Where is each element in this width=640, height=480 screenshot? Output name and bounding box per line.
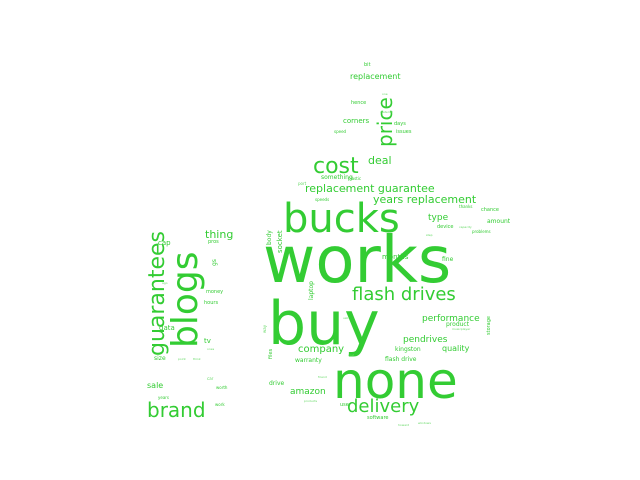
- cloud-word: storage: [486, 316, 492, 335]
- cloud-word: port: [298, 181, 307, 186]
- cloud-word: years replacement: [373, 193, 477, 206]
- cloud-word: quality: [442, 344, 470, 353]
- cloud-word: software: [367, 415, 388, 421]
- cloud-word: products: [304, 399, 318, 403]
- cloud-word: buy: [268, 289, 380, 359]
- cloud-word: gs: [211, 259, 218, 266]
- cloud-word: body: [266, 230, 273, 245]
- cloud-word: point: [178, 357, 186, 361]
- cloud-word: socket: [276, 230, 284, 253]
- cloud-word: think: [193, 357, 201, 361]
- cloud-word: bucks: [283, 196, 400, 242]
- cloud-word: price: [373, 97, 397, 147]
- cloud-word: cost: [313, 154, 359, 179]
- cloud-word: years: [158, 395, 169, 400]
- cloud-word: files: [268, 348, 274, 359]
- cloud-word: company: [298, 344, 344, 355]
- cloud-word: cap: [158, 239, 171, 247]
- cloud-word: replacement guarantee: [305, 182, 435, 195]
- cloud-word: windows: [418, 421, 431, 425]
- cloud-word: way: [262, 324, 267, 333]
- cloud-word: worth: [216, 385, 228, 390]
- cloud-word: delivery: [347, 396, 420, 417]
- cloud-word: blogs: [165, 252, 206, 349]
- cloud-word: flash drives: [352, 284, 456, 305]
- cloud-word: size: [154, 355, 166, 362]
- cloud-word: flash drive: [385, 356, 417, 363]
- cloud-word: material: [380, 110, 393, 114]
- cloud-word: case: [340, 187, 347, 191]
- cloud-word: hours: [204, 300, 218, 306]
- cloud-word: cost: [348, 353, 355, 357]
- cloud-word: ago: [162, 281, 168, 285]
- cloud-word: bit: [364, 62, 371, 68]
- cloud-word: days: [394, 121, 406, 127]
- cloud-word: type: [428, 213, 449, 223]
- cloud-word: pros: [208, 239, 219, 245]
- cloud-word: howard: [398, 423, 409, 427]
- cloud-word: amazon: [290, 387, 326, 397]
- cloud-word: thanks: [459, 204, 473, 209]
- cloud-word: capacity: [459, 225, 472, 229]
- cloud-word: problems: [472, 229, 491, 234]
- cloud-word: sale: [147, 381, 163, 390]
- cloud-word: device: [437, 224, 453, 230]
- cloud-word: kingston: [395, 346, 421, 353]
- cloud-word: deal: [368, 154, 392, 167]
- cloud-word: hence: [351, 100, 366, 106]
- cloud-word: work: [215, 402, 225, 407]
- cloud-word: replacement: [350, 72, 400, 81]
- cloud-word: corners: [343, 117, 370, 125]
- cloud-word: chance: [481, 207, 499, 213]
- cloud-word: speeds: [315, 197, 329, 202]
- cloud-word: warranty: [295, 357, 322, 364]
- cloud-word: tv: [204, 337, 211, 345]
- cloud-word: amount: [487, 218, 511, 225]
- cloud-word: none: [333, 352, 458, 410]
- cloud-word: friend: [318, 375, 327, 379]
- cloud-word: laptop: [308, 281, 315, 300]
- cloud-word: use: [340, 402, 349, 408]
- cloud-word: step: [426, 233, 433, 237]
- cloud-word: ones: [207, 347, 215, 351]
- cloud-word: drive: [269, 380, 284, 387]
- cloud-word: one: [382, 92, 388, 96]
- cloud-word: product: [446, 321, 470, 328]
- cloud-word: brand: [147, 398, 206, 422]
- cloud-word: car: [207, 376, 214, 381]
- cloud-word: months: [382, 253, 409, 261]
- cloud-word: issues: [396, 129, 412, 135]
- cloud-word: speed: [334, 129, 347, 134]
- cloud-word: fine: [442, 256, 454, 263]
- cloud-word: pendrives: [403, 335, 448, 345]
- cloud-word: thing: [205, 228, 233, 241]
- cloud-word: performance: [422, 314, 480, 324]
- cloud-word: guarantees: [145, 231, 170, 356]
- cloud-word: usb: [343, 316, 348, 320]
- cloud-word: plastic: [348, 176, 361, 181]
- cloud-word: data: [159, 324, 175, 332]
- cloud-word: musicplayer: [452, 327, 471, 331]
- cloud-word: works: [263, 224, 451, 298]
- cloud-word: something: [321, 174, 353, 181]
- cloud-word: money: [206, 289, 223, 295]
